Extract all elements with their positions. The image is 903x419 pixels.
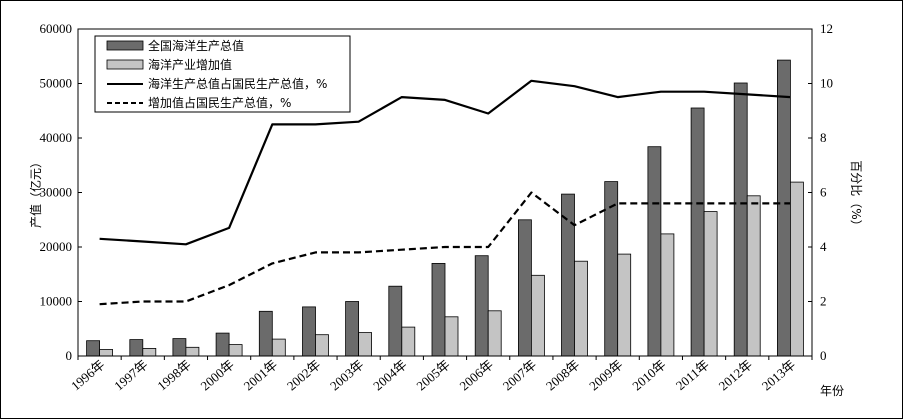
bar-added-16 — [790, 181, 804, 357]
x-tick-label-5: 2002年 — [284, 357, 324, 394]
bar-added-2 — [185, 346, 200, 357]
right-tick-label-0: 0 — [820, 348, 827, 363]
bar-added-10 — [531, 274, 545, 357]
legend-label-solid: 海洋生产总值占国民生产总值，% — [148, 76, 327, 91]
bar-total-4 — [258, 310, 273, 357]
x-tick-label-9: 2006年 — [457, 357, 497, 394]
legend-swatch-total — [106, 40, 144, 51]
bar-added-3 — [228, 344, 243, 357]
bar-total-1 — [129, 339, 144, 357]
right-tick-label-3: 6 — [820, 185, 827, 200]
bar-total-13 — [647, 146, 662, 357]
bar-total-9 — [474, 255, 489, 357]
right-tick-label-5: 10 — [820, 76, 833, 91]
bar-total-10 — [518, 219, 532, 357]
bar-added-15 — [746, 195, 761, 357]
left-tick-label-3: 30000 — [40, 185, 73, 200]
left-tick-label-4: 40000 — [40, 130, 73, 145]
left-axis-ticks: 0 10000 20000 30000 40000 50000 60000 — [40, 21, 82, 363]
legend-label-added: 海洋产业增加值 — [148, 57, 232, 72]
left-tick-label-5: 50000 — [40, 76, 73, 91]
bar-total-16 — [777, 59, 791, 357]
lines-layer — [99, 79, 791, 306]
x-tick-label-1: 1997年 — [111, 357, 151, 394]
legend-label-dashed: 增加值占国民生产总值，% — [148, 95, 291, 110]
x-tick-label-3: 2000年 — [198, 357, 238, 394]
legend-swatch-added — [106, 59, 144, 70]
bar-added-0 — [99, 349, 113, 357]
y-axis-label-right: 百分比（%） — [849, 160, 863, 231]
x-tick-label-0: 1996年 — [68, 357, 108, 394]
line-series-total-pct — [99, 79, 791, 246]
bar-added-8 — [444, 316, 459, 357]
right-tick-label-6: 12 — [820, 21, 833, 36]
x-tick-label-2: 1998年 — [154, 357, 194, 394]
x-axis-ticks: 1996年 1997年 1998年 2000年 2001年 2002年 2003年 2004年… — [68, 356, 813, 394]
x-tick-label-6: 2003年 — [327, 357, 367, 394]
legend-label-total: 全国海洋生产总值 — [148, 38, 244, 53]
right-tick-label-4: 8 — [820, 130, 827, 145]
line-series-added-pct — [99, 191, 791, 306]
x-tick-label-4: 2001年 — [241, 357, 281, 394]
right-tick-label-1: 2 — [820, 294, 827, 309]
left-tick-label-2: 20000 — [40, 239, 73, 254]
x-tick-label-16: 2013年 — [759, 357, 799, 394]
x-axis-label: 年份 — [820, 384, 844, 398]
bars-layer — [86, 59, 804, 357]
x-tick-label-7: 2004年 — [370, 357, 410, 394]
bar-total-0 — [86, 340, 100, 357]
bar-added-5 — [315, 334, 329, 357]
y-axis-label-left: 产值（亿元） — [28, 156, 43, 228]
left-tick-label-1: 10000 — [40, 294, 73, 309]
bar-total-15 — [733, 82, 748, 357]
right-axis-ticks: 0 2 4 6 8 10 12 — [808, 21, 833, 363]
bar-added-9 — [487, 310, 502, 357]
x-tick-label-10: 2007年 — [500, 357, 540, 394]
bar-total-14 — [690, 107, 705, 357]
bar-added-7 — [401, 326, 416, 357]
bar-total-5 — [302, 306, 316, 357]
x-tick-label-8: 2005年 — [413, 357, 453, 394]
bar-total-11 — [561, 193, 575, 357]
bar-added-14 — [703, 211, 718, 357]
bar-added-12 — [617, 253, 632, 357]
bar-added-11 — [574, 260, 588, 357]
x-tick-label-13: 2010年 — [629, 357, 669, 394]
bar-total-3 — [215, 332, 230, 357]
x-tick-label-15: 2012年 — [716, 357, 756, 394]
bar-total-7 — [388, 285, 403, 357]
x-tick-label-14: 2011年 — [673, 357, 712, 393]
bar-total-8 — [431, 262, 446, 357]
x-tick-label-11: 2008年 — [543, 357, 583, 394]
bar-added-6 — [358, 332, 373, 357]
left-tick-label-6: 60000 — [40, 21, 73, 36]
bar-total-6 — [345, 301, 360, 357]
x-tick-label-12: 2009年 — [586, 357, 626, 394]
bar-added-4 — [271, 338, 286, 357]
right-tick-label-2: 4 — [820, 239, 827, 254]
legend-box — [94, 35, 351, 113]
bar-total-2 — [172, 338, 187, 357]
legend: 全国海洋生产总值 海洋产业增加值 海洋生产总值占国民生产总值，% 增加值占国民生… — [94, 35, 351, 113]
left-tick-label-0: 0 — [66, 348, 73, 363]
bar-added-13 — [660, 233, 675, 357]
bar-added-1 — [142, 347, 157, 357]
